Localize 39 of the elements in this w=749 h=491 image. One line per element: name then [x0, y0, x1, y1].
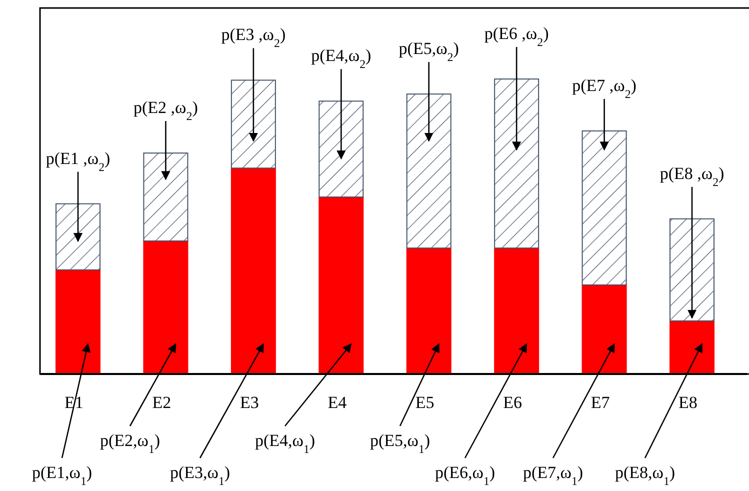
bar	[670, 218, 714, 322]
text: p(E1,ω$_{1}$)	[32, 463, 92, 488]
x-tick-label: E4	[328, 393, 348, 412]
text: p(E3 ,ω$_{2}$)	[221, 25, 286, 50]
text: p(E8,ω$_{1}$)	[614, 463, 676, 488]
bar	[318, 100, 364, 198]
bar	[56, 203, 100, 270]
bar	[582, 284, 627, 374]
text: p(E4,ω$_{2}$)	[311, 46, 372, 72]
annotation: p(E2 ,ω$_{2}$)	[134, 98, 198, 124]
annotation: p(E8 ,ω$_{2}$)	[660, 164, 724, 189]
bar	[406, 248, 452, 374]
annotation: p(E7 ,ω$_{2}$)	[572, 76, 636, 101]
bar	[406, 94, 452, 249]
text: p(E6,ω$_{1}$)	[434, 463, 496, 488]
annotation: p(E1 ,ω$_{2}$)	[46, 148, 110, 174]
bar	[670, 320, 714, 374]
x-tick-label: E7	[590, 393, 610, 412]
text: p(E2,ω$_{1}$)	[100, 431, 160, 456]
text: p(E6 ,ω$_{2}$)	[484, 24, 549, 49]
text: p(E7,ω$_{1}$)	[522, 463, 584, 488]
text: p(E3,ω$_{1}$)	[170, 463, 230, 488]
bar	[494, 78, 540, 249]
bar	[143, 152, 188, 242]
x-tick-label: E3	[240, 393, 259, 412]
bar	[582, 130, 627, 286]
x-tick-label: E6	[503, 393, 522, 412]
x-tick-label: E2	[152, 393, 172, 412]
bar	[56, 269, 100, 374]
bar	[318, 196, 364, 374]
bar	[230, 80, 276, 169]
bar	[230, 168, 276, 374]
bar	[494, 248, 540, 374]
text: p(E5,ω$_{1}$)	[370, 431, 430, 456]
x-tick-label: E8	[678, 393, 698, 412]
text: p(E4,ω$_{1}$)	[254, 431, 316, 456]
x-tick-label: E5	[415, 393, 434, 412]
bar	[143, 240, 188, 374]
text: p(E5,ω$_{2}$)	[398, 39, 459, 64]
